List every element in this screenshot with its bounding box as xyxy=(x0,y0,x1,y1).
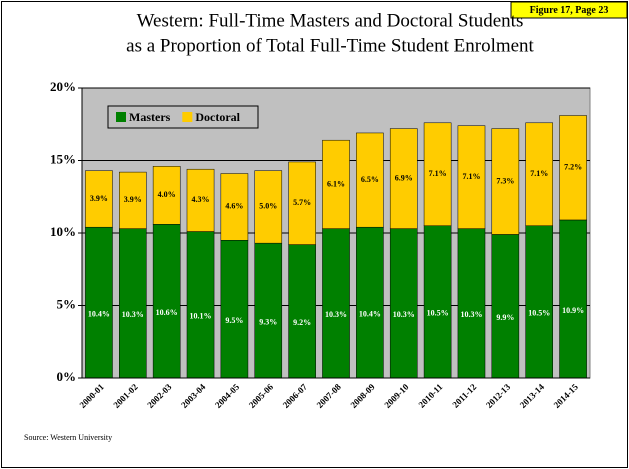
legend-swatch xyxy=(182,112,193,122)
bar-segment xyxy=(220,240,249,379)
value-label: 10.3% xyxy=(122,310,144,319)
bar-segment xyxy=(423,225,452,379)
bar-segment xyxy=(389,128,418,229)
value-label: 9.3% xyxy=(259,317,277,326)
bar-segment xyxy=(288,244,316,379)
y-tick-label: 20% xyxy=(50,79,76,94)
value-label: 10.5% xyxy=(528,309,550,318)
bar-segment xyxy=(457,228,486,379)
bar-segment xyxy=(119,171,147,229)
bar-segment xyxy=(322,228,350,379)
value-label: 10.3% xyxy=(460,310,482,319)
bar-segment xyxy=(254,242,283,379)
bar-segment xyxy=(525,225,553,379)
bar-segment xyxy=(186,168,215,232)
bar-segment xyxy=(457,125,486,229)
bar-segment xyxy=(491,234,520,379)
value-label: 6.1% xyxy=(327,179,345,188)
figure-label-box xyxy=(510,1,628,19)
value-label: 7.3% xyxy=(496,176,514,185)
bar-segment xyxy=(254,170,283,244)
value-label: 9.2% xyxy=(293,318,311,327)
value-label: 7.1% xyxy=(530,169,548,178)
bar-segment xyxy=(356,132,384,228)
value-label: 10.6% xyxy=(156,308,178,317)
value-label: 4.3% xyxy=(192,195,210,204)
value-label: 3.9% xyxy=(124,195,142,204)
chart-subtitle: as a Proportion of Total Full-Time Stude… xyxy=(126,35,534,56)
value-label: 6.9% xyxy=(395,173,413,182)
legend-label: Doctoral xyxy=(195,110,240,124)
legend-swatch xyxy=(116,112,126,122)
value-label: 4.6% xyxy=(225,202,243,211)
value-label: 10.3% xyxy=(325,310,347,319)
bar-segment xyxy=(85,226,113,379)
bar-segment xyxy=(559,219,587,379)
bar-segment xyxy=(423,122,452,226)
value-label: 9.5% xyxy=(225,316,243,325)
bar-segment xyxy=(152,166,181,225)
bar-segment xyxy=(356,226,384,379)
bar-segment xyxy=(322,139,350,229)
value-label: 10.9% xyxy=(562,306,584,315)
value-label: 9.9% xyxy=(496,313,514,322)
value-label: 6.5% xyxy=(361,175,379,184)
bar-segment xyxy=(152,224,181,379)
y-tick-label: 10% xyxy=(50,224,76,239)
value-label: 7.1% xyxy=(429,169,447,178)
bar-segment xyxy=(525,122,553,226)
value-label: 7.1% xyxy=(462,172,480,181)
value-label: 5.7% xyxy=(293,198,311,207)
bar-segment xyxy=(389,228,418,379)
y-tick-label: 15% xyxy=(50,151,76,166)
value-label: 10.3% xyxy=(393,310,415,319)
y-tick-label: 0% xyxy=(57,369,77,384)
y-tick-label: 5% xyxy=(57,296,77,311)
source: Source: Western University xyxy=(24,433,112,442)
value-label: 7.2% xyxy=(564,163,582,172)
value-label: 10.1% xyxy=(190,312,212,321)
value-label: 10.4% xyxy=(88,309,110,318)
value-label: 10.4% xyxy=(359,309,381,318)
chart-title: Western: Full-Time Masters and Doctoral … xyxy=(137,10,524,31)
bar-segment xyxy=(186,231,215,379)
bar-segment xyxy=(85,170,113,228)
legend-label: Masters xyxy=(129,110,171,124)
value-label: 5.0% xyxy=(259,202,277,211)
bar-segment xyxy=(220,173,249,241)
bar-segment xyxy=(559,115,587,221)
figure-label: Figure 17, Page 23 xyxy=(530,5,609,16)
value-label: 4.0% xyxy=(158,190,176,199)
bar-segment xyxy=(491,128,520,235)
value-label: 10.5% xyxy=(427,309,449,318)
bar-segment xyxy=(119,228,147,379)
value-label: 3.9% xyxy=(90,194,108,203)
bar-segment xyxy=(288,161,316,245)
